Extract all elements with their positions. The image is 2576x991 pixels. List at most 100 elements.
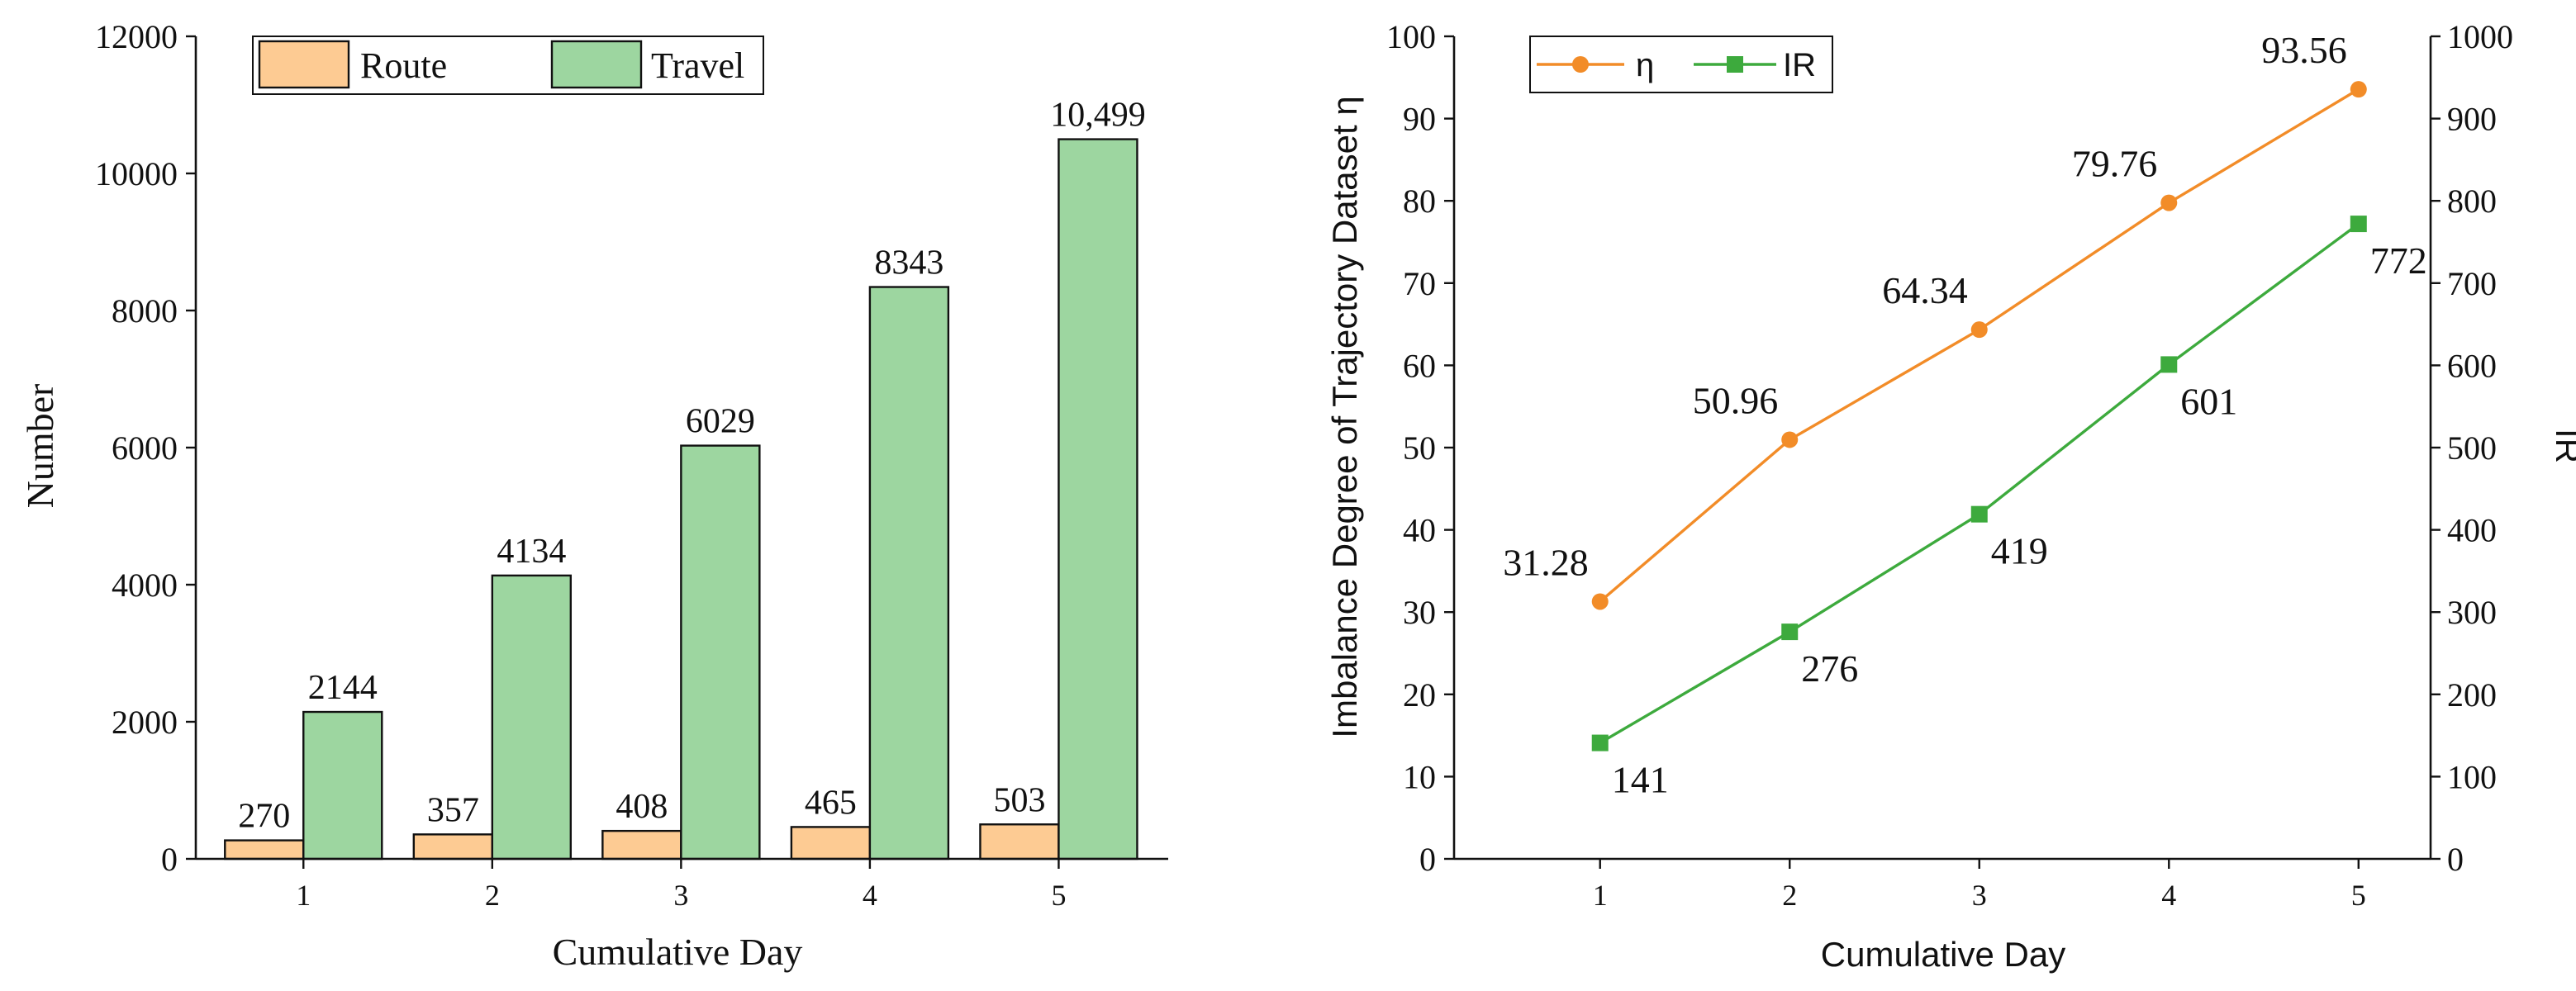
legend-eta-label: η <box>1636 47 1654 83</box>
line-y-tick-label-right: 0 <box>2447 841 2464 878</box>
legend-eta-marker <box>1572 56 1589 73</box>
line-x-tick-label: 1 <box>1593 879 1608 912</box>
legend-route-swatch <box>258 40 350 89</box>
bar-x-ticks: 1 2 3 4 5 <box>296 859 1066 912</box>
line-y-tick-label-right: 500 <box>2447 429 2497 467</box>
line-y-ticks-right: 0 100 200 300 400 500 600 700 800 900 1000 <box>2431 18 2513 878</box>
line-y-tick-label-right: 200 <box>2447 676 2497 714</box>
bar-y-axis-title: Number <box>19 384 61 509</box>
bar-x-tick-label: 5 <box>1051 879 1066 912</box>
bar-travel-value-label: 6029 <box>686 403 755 441</box>
line-eta-path <box>1599 88 2360 603</box>
bar-x-axis-title: Cumulative Day <box>553 931 803 973</box>
bar-route-value-label: 270 <box>238 798 290 836</box>
legend-ir-marker <box>1727 56 1743 73</box>
line-ir-value-label: 419 <box>1991 530 2048 572</box>
bar-y-tick-label: 12000 <box>95 18 178 55</box>
line-x-tick-label: 5 <box>2351 879 2366 912</box>
line-x-tick-label: 2 <box>1782 879 1797 912</box>
line-series <box>1591 81 2367 752</box>
line-y-axis-title-right: IR <box>2549 429 2576 463</box>
line-y-tick-label-left: 30 <box>1403 594 1436 631</box>
line-eta-point <box>1970 321 1988 339</box>
bar-y-ticks: 0 2000 4000 6000 8000 10000 12000 <box>95 18 196 878</box>
bar-travel-value-label: 4134 <box>497 533 566 571</box>
legend-travel-swatch <box>550 40 643 89</box>
bar-data-labels: 270 357 408 465 503 2144 4134 6029 8343 10,499 <box>238 97 1145 836</box>
bar-legend: Route Travel <box>252 36 764 95</box>
bar-x-tick-label: 4 <box>863 879 877 912</box>
line-eta-point <box>2160 194 2178 211</box>
legend-travel-label: Travel <box>651 45 744 86</box>
bar-y-tick-label: 4000 <box>112 567 178 604</box>
line-eta-point <box>2350 81 2367 98</box>
bar-y-tick-label: 10000 <box>95 155 178 192</box>
bar-route-value-label: 503 <box>993 781 1045 819</box>
line-ir-value-label: 772 <box>2370 239 2427 282</box>
line-y-tick-label-right: 400 <box>2447 512 2497 549</box>
line-y-tick-label-right: 800 <box>2447 183 2497 220</box>
legend-ir-label: IR <box>1783 47 1816 83</box>
line-ir-path <box>1599 222 2360 745</box>
line-y-tick-label-left: 40 <box>1403 512 1436 549</box>
line-legend: η IR <box>1529 36 1833 93</box>
line-y-tick-label-left: 60 <box>1403 347 1436 384</box>
line-y-tick-label-left: 70 <box>1403 265 1436 302</box>
line-y-tick-label-right: 1000 <box>2447 18 2513 55</box>
bar-y-tick-label: 2000 <box>112 704 178 741</box>
line-y-tick-label-left: 90 <box>1403 101 1436 138</box>
bar-travel <box>868 286 950 861</box>
bar-y-tick-label: 6000 <box>112 429 178 467</box>
bar-x-tick-label: 2 <box>485 879 500 912</box>
bar-route <box>790 826 872 861</box>
line-chart: 0 10 20 30 40 50 60 70 80 90 100 0 100 200 300 400 500 6… <box>1325 18 2576 974</box>
line-x-tick-label: 4 <box>2161 879 2176 912</box>
bar-chart: 0 2000 4000 6000 8000 10000 12000 1 2 3 4 5 270 357… <box>19 18 1168 973</box>
line-y-tick-label-right: 700 <box>2447 265 2497 302</box>
bar-y-tick-label: 0 <box>161 841 178 878</box>
bar-route-value-label: 357 <box>427 791 479 829</box>
line-y-tick-label-right: 900 <box>2447 101 2497 138</box>
line-ir-value-label: 601 <box>2180 380 2237 422</box>
line-y-tick-label-left: 0 <box>1419 841 1436 878</box>
bar-travel-value-label: 10,499 <box>1050 97 1146 135</box>
line-ir-point <box>1970 505 1988 523</box>
line-y-tick-label-left: 10 <box>1403 758 1436 795</box>
line-x-ticks: 1 2 3 4 5 <box>1593 859 2366 912</box>
bar-route <box>224 839 305 861</box>
line-eta-point <box>1781 431 1799 448</box>
line-eta-value-label: 31.28 <box>1503 541 1589 583</box>
line-y-tick-label-right: 600 <box>2447 347 2497 384</box>
bar-travel <box>1057 138 1138 861</box>
bar-x-tick-label: 1 <box>296 879 311 912</box>
line-y-axis-title-left: Imbalance Degree of Trajectory Dataset η <box>1325 96 1364 737</box>
bar-route <box>601 829 682 861</box>
line-ir-value-label: 276 <box>1801 647 1858 690</box>
line-ir-point <box>1781 624 1799 641</box>
line-eta-point <box>1591 593 1609 610</box>
bar-travel <box>680 444 761 861</box>
bar-bars <box>224 138 1138 861</box>
bar-travel-value-label: 2144 <box>308 669 378 707</box>
line-y-tick-label-right: 100 <box>2447 758 2497 795</box>
bar-route-value-label: 408 <box>615 788 668 826</box>
line-ir-point <box>1591 734 1609 752</box>
bar-y-tick-label: 8000 <box>112 292 178 330</box>
line-eta-value-label: 93.56 <box>2261 29 2347 71</box>
line-y-tick-label-left: 20 <box>1403 676 1436 714</box>
bar-route-value-label: 465 <box>805 784 857 822</box>
bar-route <box>979 823 1060 861</box>
line-ir-point <box>2350 216 2367 233</box>
line-y-tick-label-right: 300 <box>2447 594 2497 631</box>
bar-travel <box>491 574 573 861</box>
line-y-tick-label-left: 50 <box>1403 429 1436 467</box>
line-eta-value-label: 64.34 <box>1882 269 1968 311</box>
line-eta-value-label: 79.76 <box>2072 143 2158 185</box>
line-x-axis-title: Cumulative Day <box>1821 935 2065 974</box>
bar-travel <box>302 710 383 861</box>
line-x-tick-label: 3 <box>1972 879 1987 912</box>
bar-travel-value-label: 8343 <box>874 244 943 282</box>
bar-route <box>412 833 494 861</box>
legend-route-label: Route <box>360 45 447 86</box>
